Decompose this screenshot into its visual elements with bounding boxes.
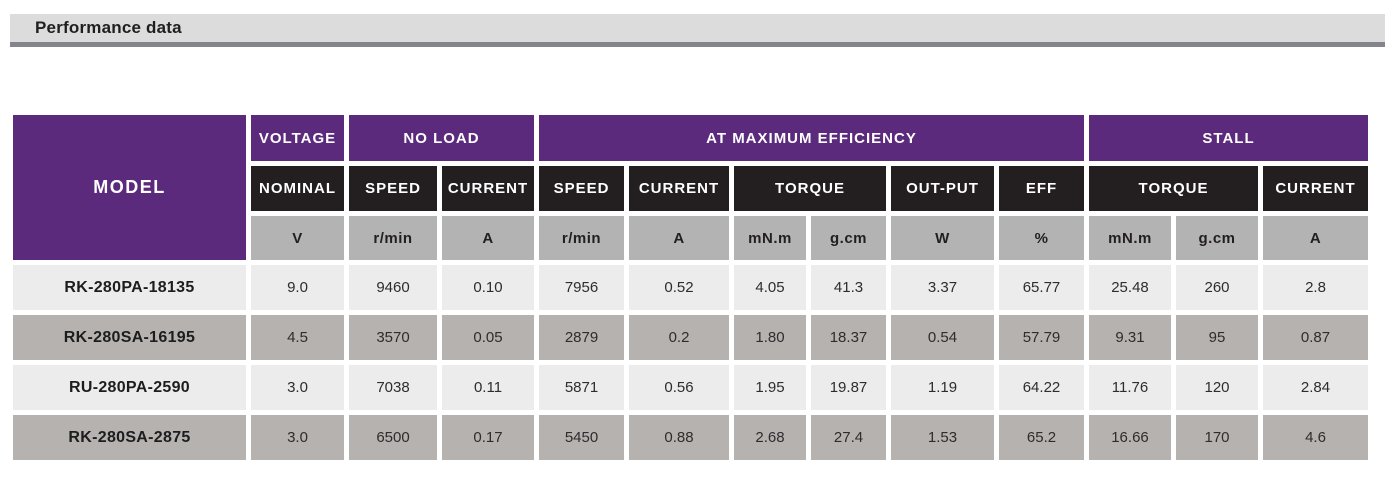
- data-cell: 16.66: [1089, 415, 1171, 460]
- data-cell: 2.8: [1263, 265, 1368, 310]
- data-cell: 5450: [539, 415, 624, 460]
- data-cell: 4.5: [251, 315, 344, 360]
- group-header-row: MODEL VOLTAGE NO LOAD AT MAXIMUM EFFICIENCY…: [13, 115, 1368, 260]
- data-cell: 9460: [349, 265, 437, 310]
- table-row: RK-280SA-2875 3.0 6500 0.17 5450 0.88 2.68 27.4…: [13, 415, 1368, 460]
- unit-cell: mN.m: [1089, 216, 1171, 260]
- subheader-speed: SPEED: [539, 166, 624, 211]
- group-header-no-load: NO LOAD: [349, 115, 534, 161]
- model-column-header: MODEL: [13, 115, 246, 260]
- unit-cell: V: [251, 216, 344, 260]
- group-header-at-maximum-efficiency: AT MAXIMUM EFFICIENCY: [539, 115, 1084, 161]
- data-cell: 0.11: [442, 365, 534, 410]
- data-cell: 260: [1176, 265, 1258, 310]
- unit-cell: A: [442, 216, 534, 260]
- unit-cell: %: [999, 216, 1084, 260]
- unit-cell: mN.m: [734, 216, 806, 260]
- subheader-speed: SPEED: [349, 166, 437, 211]
- model-name-cell: RK-280PA-18135: [13, 265, 246, 310]
- data-cell: 2.84: [1263, 365, 1368, 410]
- data-cell: 1.53: [891, 415, 994, 460]
- data-cell: 9.31: [1089, 315, 1171, 360]
- data-cell: 0.10: [442, 265, 534, 310]
- data-cell: 3.37: [891, 265, 994, 310]
- data-cell: 4.05: [734, 265, 806, 310]
- data-cell: 3.0: [251, 365, 344, 410]
- table-head: MODEL VOLTAGE NO LOAD AT MAXIMUM EFFICIENCY…: [13, 115, 1368, 260]
- subheader-eff: EFF: [999, 166, 1084, 211]
- subheader-out-put: OUT-PUT: [891, 166, 994, 211]
- data-cell: 2.68: [734, 415, 806, 460]
- group-header-stall: STALL: [1089, 115, 1368, 161]
- group-header-voltage: VOLTAGE: [251, 115, 344, 161]
- data-cell: 1.19: [891, 365, 994, 410]
- subheader-row: NOMINAL SPEED CURRENT SPEED CURRENT TORQUE OUT…: [13, 166, 1368, 211]
- data-cell: 3570: [349, 315, 437, 360]
- data-cell: 0.54: [891, 315, 994, 360]
- unit-cell: g.cm: [811, 216, 886, 260]
- data-cell: 1.80: [734, 315, 806, 360]
- table-row: RK-280SA-16195 4.5 3570 0.05 2879 0.2 1.80 18.3…: [13, 315, 1368, 360]
- data-cell: 2879: [539, 315, 624, 360]
- performance-table: MODEL VOLTAGE NO LOAD AT MAXIMUM EFFICIENCY…: [8, 110, 1373, 465]
- unit-cell: A: [629, 216, 729, 260]
- subheader-nominal: NOMINAL: [251, 166, 344, 211]
- section-title: Performance data: [35, 18, 182, 37]
- data-cell: 95: [1176, 315, 1258, 360]
- data-cell: 3.0: [251, 415, 344, 460]
- data-cell: 6500: [349, 415, 437, 460]
- subheader-torque: TORQUE: [1089, 166, 1258, 211]
- table-row: RK-280PA-18135 9.0 9460 0.10 7956 0.52 4.05 41.…: [13, 265, 1368, 310]
- table-row: RU-280PA-2590 3.0 7038 0.11 5871 0.56 1.95 19.8…: [13, 365, 1368, 410]
- unit-cell: W: [891, 216, 994, 260]
- data-cell: 0.17: [442, 415, 534, 460]
- unit-cell: g.cm: [1176, 216, 1258, 260]
- data-cell: 0.87: [1263, 315, 1368, 360]
- data-cell: 0.56: [629, 365, 729, 410]
- data-cell: 0.05: [442, 315, 534, 360]
- table-body: RK-280PA-18135 9.0 9460 0.10 7956 0.52 4.05 41.…: [13, 265, 1368, 460]
- data-cell: 25.48: [1089, 265, 1171, 310]
- data-cell: 0.52: [629, 265, 729, 310]
- data-cell: 41.3: [811, 265, 886, 310]
- data-cell: 27.4: [811, 415, 886, 460]
- data-cell: 5871: [539, 365, 624, 410]
- data-cell: 57.79: [999, 315, 1084, 360]
- data-cell: 1.95: [734, 365, 806, 410]
- subheader-current: CURRENT: [442, 166, 534, 211]
- data-cell: 7038: [349, 365, 437, 410]
- data-cell: 120: [1176, 365, 1258, 410]
- data-cell: 65.2: [999, 415, 1084, 460]
- data-cell: 65.77: [999, 265, 1084, 310]
- data-cell: 4.6: [1263, 415, 1368, 460]
- data-cell: 9.0: [251, 265, 344, 310]
- data-cell: 7956: [539, 265, 624, 310]
- section-header-bar: Performance data: [10, 14, 1385, 47]
- model-name-cell: RK-280SA-2875: [13, 415, 246, 460]
- data-cell: 19.87: [811, 365, 886, 410]
- subheader-current: CURRENT: [629, 166, 729, 211]
- data-cell: 0.2: [629, 315, 729, 360]
- unit-cell: r/min: [349, 216, 437, 260]
- subheader-current: CURRENT: [1263, 166, 1368, 211]
- data-cell: 170: [1176, 415, 1258, 460]
- subheader-torque: TORQUE: [734, 166, 886, 211]
- unit-cell: r/min: [539, 216, 624, 260]
- data-cell: 0.88: [629, 415, 729, 460]
- unit-cell: A: [1263, 216, 1368, 260]
- data-cell: 64.22: [999, 365, 1084, 410]
- data-cell: 11.76: [1089, 365, 1171, 410]
- data-cell: 18.37: [811, 315, 886, 360]
- model-name-cell: RU-280PA-2590: [13, 365, 246, 410]
- model-name-cell: RK-280SA-16195: [13, 315, 246, 360]
